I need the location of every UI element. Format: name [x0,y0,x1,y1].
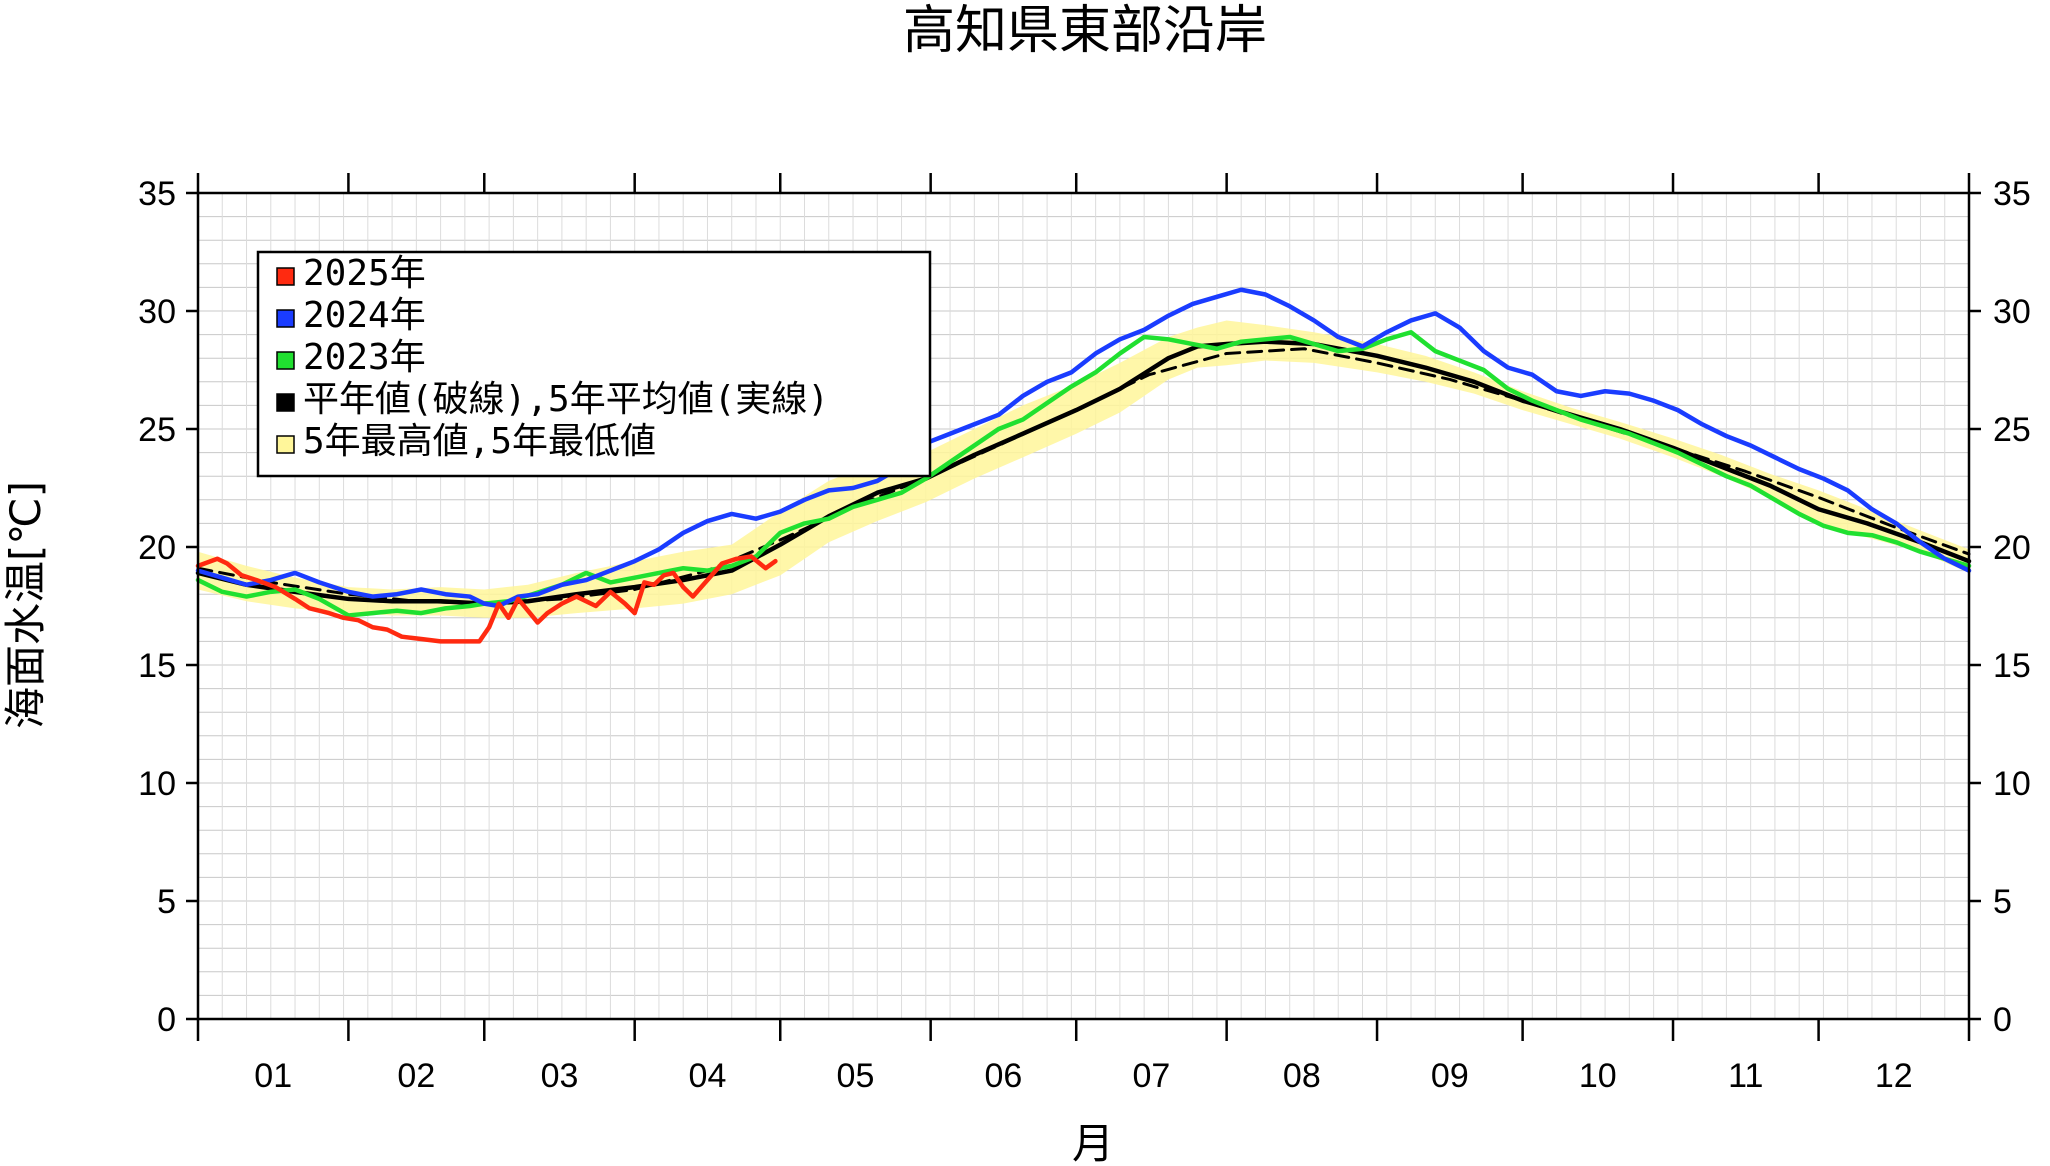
legend-swatch [276,309,295,328]
x-tick-label-month: 11 [1728,1057,1763,1095]
x-tick-label-month: 10 [1579,1057,1617,1095]
y-tick-label-right: 30 [1993,293,2031,331]
legend-box [256,250,932,478]
x-tick-label-month: 02 [397,1057,435,1095]
y-tick-label-right: 15 [1993,647,2031,685]
plot-area-frame [196,191,1971,1021]
y-tick-label-left: 25 [138,411,176,449]
band-layer [198,320,1969,618]
legend-label: 2024年 [303,295,426,336]
y-axis-title: 海面水温[℃] [1,481,50,729]
x-axis-title: 月 [1072,1119,1114,1166]
y-tick-label-left: 15 [138,647,176,685]
legend: 2025年2024年2023年平年値(破線),5年平均値(実線)5年最高値,5年… [256,250,932,478]
y-tick-label-left: 20 [138,529,176,567]
series-line-2025年 [195,554,778,644]
series-lines [195,287,1972,644]
legend-label: 5年最高値,5年最低値 [303,421,656,462]
x-tick-label-month: 04 [689,1057,727,1095]
x-tick-label-month: 03 [541,1057,579,1095]
legend-label: 2025年 [303,253,426,294]
max-min-band [198,320,1969,618]
y-tick-label-right: 10 [1993,765,2031,803]
legend-label: 平年値(破線),5年平均値(実線) [303,379,829,420]
chart-title: 高知県東部沿岸 [903,1,1267,61]
x-tick-label-month: 07 [1133,1057,1171,1095]
legend-swatch [276,393,295,412]
y-tick-label-left: 30 [138,293,176,331]
x-tick-label-month: 08 [1283,1057,1321,1095]
x-tick-label-month: 05 [837,1057,875,1095]
y-tick-label-right: 35 [1993,175,2031,213]
y-tick-label-left: 10 [138,765,176,803]
legend-swatch [276,267,295,286]
legend-swatch [276,435,295,454]
y-tick-label-right: 25 [1993,411,2031,449]
y-tick-label-left: 5 [157,883,176,921]
x-tick-label-month: 12 [1875,1057,1913,1095]
y-tick-label-right: 20 [1993,529,2031,567]
legend-swatch [276,351,295,370]
x-tick-label-month: 06 [985,1057,1023,1095]
y-tick-label-right: 5 [1993,883,2012,921]
x-tick-label-month: 09 [1431,1057,1469,1095]
x-tick-label-month: 01 [254,1057,292,1095]
axis-ticks [186,173,1981,1041]
y-tick-label-right: 0 [1993,1001,2012,1039]
y-tick-label-left: 35 [138,175,176,213]
legend-label: 2023年 [303,337,426,378]
series-line-2024年 [195,287,1972,609]
y-tick-label-left: 0 [157,1001,176,1039]
